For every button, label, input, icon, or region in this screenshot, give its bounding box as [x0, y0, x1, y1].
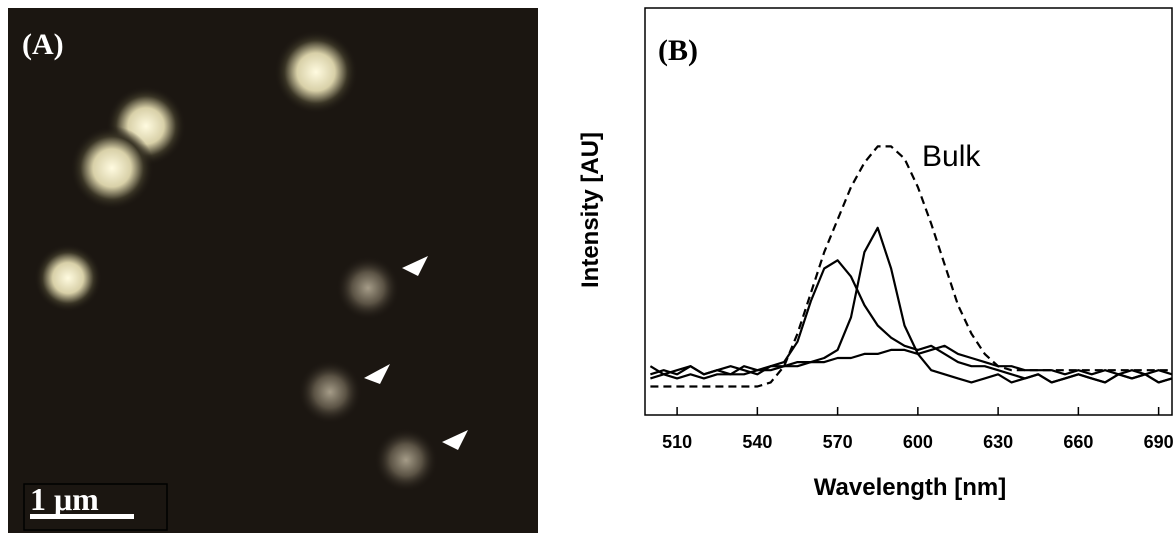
x-tick-label: 570 [823, 432, 853, 452]
spot [374, 428, 438, 492]
x-tick-label: 630 [983, 432, 1013, 452]
x-tick-label: 660 [1063, 432, 1093, 452]
micrograph: (A) 1 μm [8, 8, 538, 533]
panel-label: (B) [658, 34, 698, 67]
spot [70, 126, 154, 210]
spectrum-line [649, 259, 1173, 384]
spectrum-chart: (B) Bulk Wavelength [nm] Intensity [AU] … [577, 7, 1173, 501]
x-tick-label: 510 [662, 432, 692, 452]
annotation: Bulk [922, 140, 981, 173]
scale-label: 1 μm [30, 481, 99, 517]
arrowhead [442, 430, 468, 450]
arrowhead [402, 256, 428, 276]
scale-box [23, 483, 168, 531]
x-axis-label: Wavelength [nm] [814, 474, 1006, 501]
plot-frame [644, 7, 1173, 416]
spectrum-line [650, 145, 1172, 388]
x-tick-label: 540 [742, 432, 772, 452]
spot [34, 244, 102, 312]
arrowhead [364, 364, 390, 384]
spot [336, 256, 400, 320]
spectrum-line [650, 226, 1173, 384]
x-tick-label: 600 [903, 432, 933, 452]
x-tick-label: 690 [1144, 432, 1173, 452]
panel-label: (A) [22, 28, 64, 61]
scale-bar [30, 514, 134, 519]
spectrum-line [650, 344, 1173, 380]
y-axis-label: Intensity [AU] [577, 132, 604, 288]
spot [298, 360, 362, 424]
spot [274, 30, 358, 114]
